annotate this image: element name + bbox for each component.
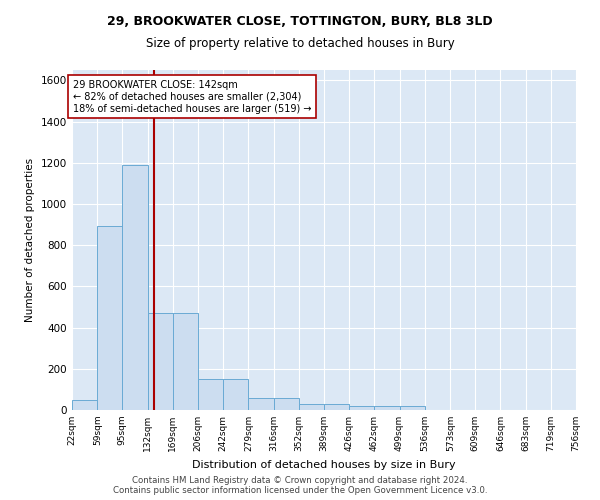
Bar bbox=[349, 406, 374, 410]
Y-axis label: Number of detached properties: Number of detached properties bbox=[25, 158, 35, 322]
Text: Contains HM Land Registry data © Crown copyright and database right 2024.
Contai: Contains HM Land Registry data © Crown c… bbox=[113, 476, 487, 495]
Bar bbox=[122, 164, 148, 410]
Bar bbox=[248, 398, 274, 410]
Bar bbox=[324, 404, 349, 410]
Bar bbox=[173, 313, 199, 410]
Bar bbox=[274, 398, 299, 410]
Bar bbox=[374, 406, 400, 410]
Bar bbox=[223, 379, 248, 410]
Bar bbox=[148, 313, 173, 410]
X-axis label: Distribution of detached houses by size in Bury: Distribution of detached houses by size … bbox=[192, 460, 456, 469]
Bar bbox=[97, 226, 122, 410]
Text: 29, BROOKWATER CLOSE, TOTTINGTON, BURY, BL8 3LD: 29, BROOKWATER CLOSE, TOTTINGTON, BURY, … bbox=[107, 15, 493, 28]
Bar bbox=[299, 404, 324, 410]
Bar bbox=[72, 400, 97, 410]
Text: Size of property relative to detached houses in Bury: Size of property relative to detached ho… bbox=[146, 38, 454, 51]
Bar bbox=[199, 379, 223, 410]
Text: 29 BROOKWATER CLOSE: 142sqm
← 82% of detached houses are smaller (2,304)
18% of : 29 BROOKWATER CLOSE: 142sqm ← 82% of det… bbox=[73, 80, 311, 114]
Bar bbox=[400, 406, 425, 410]
